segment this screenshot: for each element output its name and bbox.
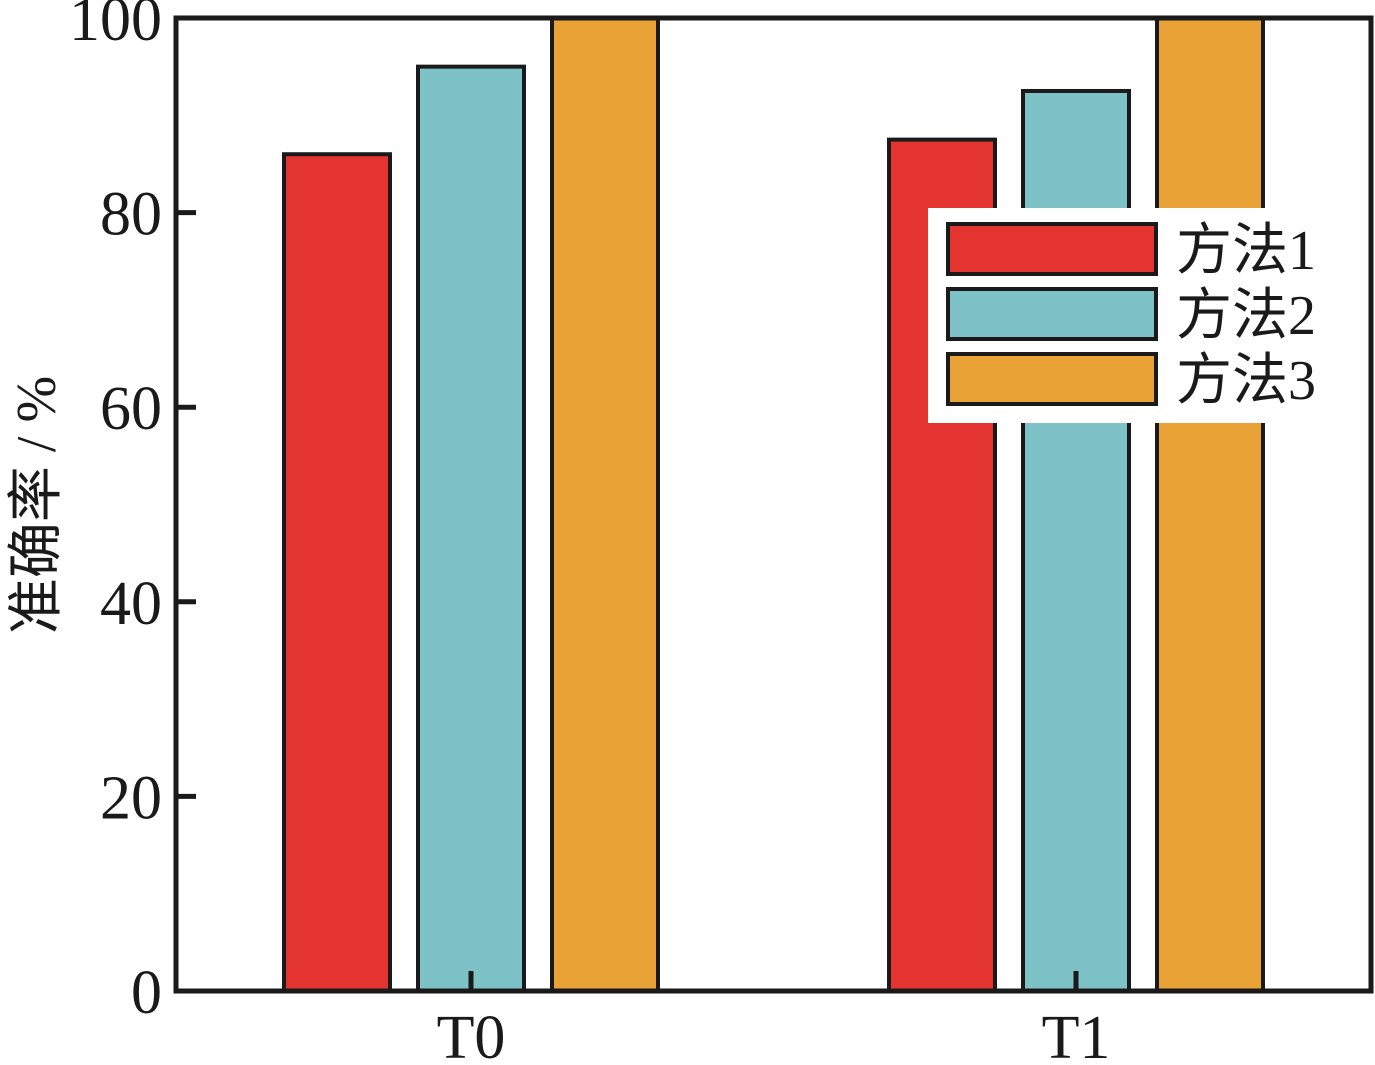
bar-t0-series-1	[282, 152, 392, 994]
bars-group	[282, 16, 1265, 994]
y-axis: 0 20 40 60 80 100	[69, 0, 196, 1027]
x-axis: T0 T1	[437, 971, 1111, 1065]
legend-label-series-3: 方法3	[1176, 350, 1316, 412]
bar-t1-series-3	[1155, 16, 1265, 993]
legend-swatch-series-2	[946, 287, 1158, 341]
plot-frame	[173, 15, 1374, 994]
legend-label-series-2: 方法2	[1176, 285, 1316, 347]
y-tick-label: 40	[100, 570, 162, 638]
x-tick-label-t1: T1	[1042, 1004, 1111, 1065]
bar-t0-series-2	[416, 64, 526, 993]
legend-swatch-series-1	[946, 222, 1158, 276]
bar-t0-series-3	[550, 16, 660, 993]
x-tick-label-t0: T0	[437, 1004, 506, 1065]
y-tick-label: 60	[100, 375, 162, 443]
y-tick-label: 80	[100, 181, 162, 249]
legend-label-series-1: 方法1	[1176, 220, 1316, 282]
legend-swatch-series-3	[946, 352, 1158, 406]
y-axis-title: 准确率 / %	[6, 376, 68, 634]
y-tick-label: 100	[69, 0, 162, 54]
y-tick-label: 0	[131, 959, 162, 1027]
y-tick-label: 20	[100, 764, 162, 832]
